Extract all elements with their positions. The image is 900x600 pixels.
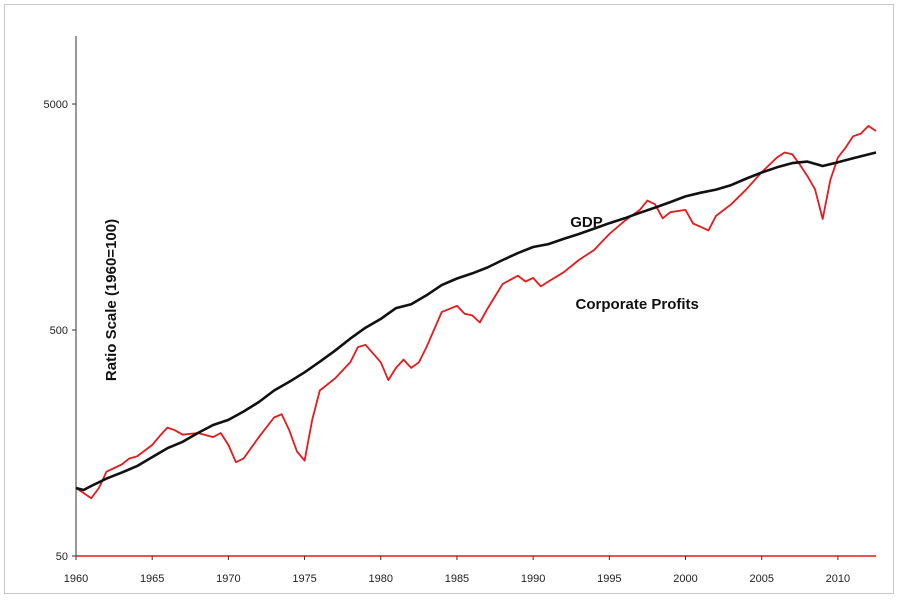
x-tick-label: 1985	[445, 573, 469, 585]
x-tick-label: 1965	[140, 573, 164, 585]
x-tick-label: 1970	[216, 573, 240, 585]
plot-area	[75, 36, 876, 557]
series-line-corporate-profits	[75, 125, 877, 500]
series-line-gdp	[75, 151, 877, 492]
y-axis-title: Ratio Scale (1960=100)	[103, 219, 120, 381]
x-axis-ticks: 1960 1965 1970 1975 1980 1985 1990 1995 2000 2005…	[64, 556, 850, 585]
x-tick-label: 1980	[369, 573, 393, 585]
series-label-corporate-profits: Corporate Profits	[576, 296, 699, 313]
y-tick-label: 50	[56, 551, 68, 563]
x-tick-label: 2010	[826, 573, 850, 585]
y-tick-label: 500	[50, 325, 68, 337]
y-axis-ticks: 50 500 5000	[44, 99, 76, 563]
y-tick-label: 5000	[44, 99, 68, 111]
x-tick-label: 1990	[521, 573, 545, 585]
x-tick-label: 2000	[673, 573, 697, 585]
series-lines	[75, 125, 877, 500]
x-tick-label: 2005	[749, 573, 773, 585]
x-tick-label: 1995	[597, 573, 621, 585]
x-tick-label: 1960	[64, 573, 88, 585]
x-tick-label: 1975	[292, 573, 316, 585]
series-label-gdp: GDP	[570, 214, 603, 231]
chart-frame	[4, 4, 894, 594]
